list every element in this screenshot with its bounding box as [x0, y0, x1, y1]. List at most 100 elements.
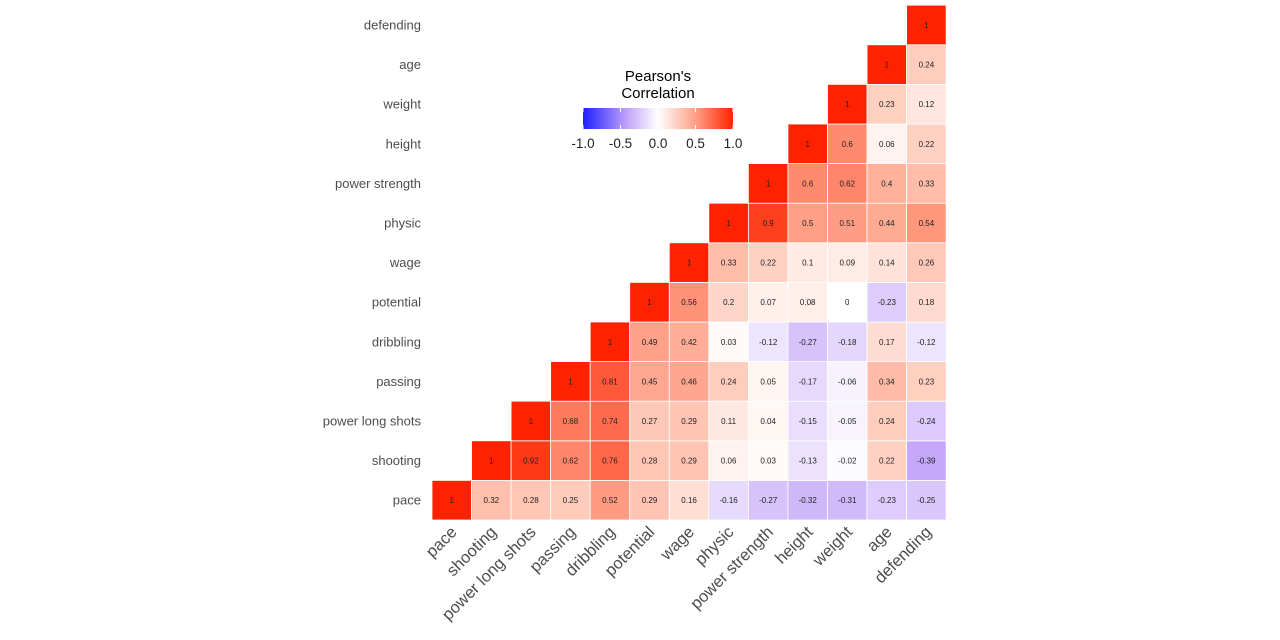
heatmap-cell	[787, 202, 828, 244]
heatmap-cells: 1 0.32 0.28 0.25 0.52 0.29 0.16 -0.16 -0.27 -0.32…	[431, 4, 947, 521]
heatmap-cell	[589, 361, 631, 402]
heatmap-cell	[589, 321, 631, 362]
heatmap-cell	[510, 479, 552, 521]
cell-value-label: 0.24	[721, 377, 737, 386]
heatmap-cell	[787, 281, 828, 323]
y-tick-label: weight	[382, 97, 421, 112]
cell-value-label: 0.51	[839, 219, 855, 228]
cell-value-label: 0.25	[563, 496, 579, 505]
x-tick-label: wage	[657, 523, 698, 564]
heatmap-cell	[629, 479, 670, 521]
y-tick-label: height	[386, 136, 422, 151]
cell-value-label: 0.08	[800, 298, 816, 307]
heatmap-cell	[906, 242, 947, 283]
cell-value-label: 0.81	[602, 377, 618, 386]
heatmap-cell	[906, 440, 947, 481]
heatmap-cell	[629, 321, 670, 362]
cell-value-label: 0.54	[919, 219, 935, 228]
cell-value-label: 0.6	[842, 140, 854, 149]
cell-value-label: 1	[687, 259, 692, 268]
cell-value-label: 0.18	[919, 298, 935, 307]
heatmap-cell	[589, 479, 631, 521]
cell-value-label: 0.62	[563, 457, 579, 466]
heatmap-cell	[629, 361, 670, 402]
heatmap-cell	[668, 321, 710, 362]
legend-title-line-2: Correlation	[621, 85, 694, 102]
y-tick-label: pace	[393, 493, 421, 508]
cell-value-label: 0.33	[919, 179, 935, 188]
cell-value-label: 0.4	[881, 179, 893, 188]
cell-value-label: 0.32	[484, 496, 500, 505]
y-tick-label: potential	[372, 295, 421, 310]
y-tick-label: defending	[364, 18, 421, 33]
cell-value-label: 0.03	[760, 457, 776, 466]
cell-value-label: 0.06	[721, 457, 737, 466]
cell-value-label: 1	[489, 457, 494, 466]
heatmap-cell	[787, 123, 828, 164]
heatmap-cell	[629, 400, 670, 442]
heatmap-cell	[906, 400, 947, 442]
heatmap-cell	[827, 281, 868, 323]
cell-value-label: 0.23	[879, 100, 895, 109]
heatmap-cell	[827, 242, 868, 283]
cell-value-label: 0.22	[919, 140, 935, 149]
heatmap-cell	[748, 440, 789, 481]
heatmap-cell	[471, 479, 512, 521]
cell-value-label: -0.25	[917, 496, 936, 505]
heatmap-cell	[550, 361, 591, 402]
heatmap-cell	[866, 400, 907, 442]
heatmap-cell	[787, 440, 828, 481]
cell-value-label: 1	[568, 377, 573, 386]
heatmap-cell	[906, 123, 947, 164]
y-axis-labels: pace shooting power long shots passing dribb…	[323, 18, 422, 508]
heatmap-cell	[748, 321, 789, 362]
cell-value-label: -0.31	[838, 496, 857, 505]
cell-value-label: 0.27	[642, 417, 658, 426]
cell-value-label: 1	[529, 417, 534, 426]
cell-value-label: 1	[608, 338, 613, 347]
cell-value-label: 0.45	[642, 377, 658, 386]
heatmap-cell	[906, 4, 947, 46]
cell-value-label: 0.29	[681, 417, 697, 426]
cell-value-label: 1	[885, 61, 890, 70]
cell-value-label: -0.32	[799, 496, 818, 505]
cell-value-label: 0.23	[919, 377, 935, 386]
y-tick-label: physic	[384, 216, 421, 231]
heatmap-cell	[906, 321, 947, 362]
cell-value-label: 0.28	[523, 496, 539, 505]
cell-value-label: 1	[726, 219, 731, 228]
heatmap-cell	[748, 163, 789, 204]
cell-value-label: 0.62	[839, 179, 855, 188]
cell-value-label: 1	[647, 298, 652, 307]
cell-value-label: 0.28	[642, 457, 658, 466]
heatmap-cell	[787, 400, 828, 442]
cell-value-label: -0.05	[838, 417, 857, 426]
heatmap-cell	[668, 400, 710, 442]
cell-value-label: -0.17	[799, 377, 818, 386]
cell-value-label: -0.23	[878, 496, 897, 505]
cell-value-label: 1	[924, 21, 929, 30]
heatmap-cell	[510, 400, 552, 442]
heatmap-cell	[787, 163, 828, 204]
heatmap-cell	[866, 44, 907, 85]
cell-value-label: 0.34	[879, 377, 895, 386]
heatmap-cell	[827, 440, 868, 481]
cell-value-label: 0.2	[723, 298, 735, 307]
heatmap-cell	[827, 321, 868, 362]
heatmap-cell	[589, 400, 631, 442]
heatmap-cell	[629, 281, 670, 323]
heatmap-cell	[708, 361, 749, 402]
cell-value-label: 0.14	[879, 259, 895, 268]
cell-value-label: 0.46	[681, 377, 697, 386]
legend-title-line-1: Pearson's	[625, 68, 691, 85]
heatmap-cell	[629, 440, 670, 481]
x-tick-label: height	[772, 523, 817, 568]
cell-value-label: -0.27	[799, 338, 818, 347]
cell-value-label: 0.16	[681, 496, 697, 505]
heatmap-cell	[866, 281, 907, 323]
cell-value-label: 0.76	[602, 457, 618, 466]
heatmap-cell	[906, 479, 947, 521]
cell-value-label: -0.12	[917, 338, 936, 347]
heatmap-cell	[906, 202, 947, 244]
